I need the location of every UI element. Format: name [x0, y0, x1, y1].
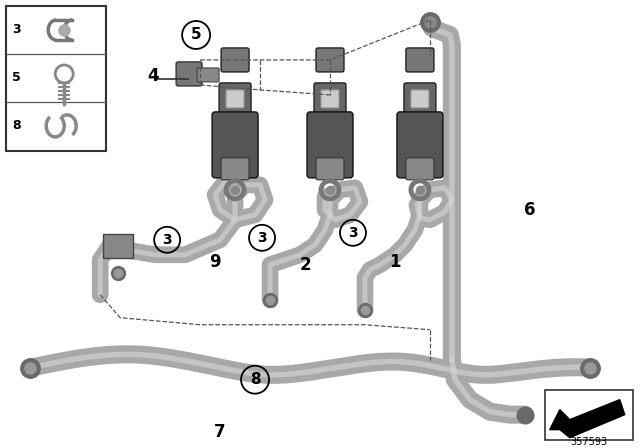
FancyBboxPatch shape: [176, 62, 202, 86]
Text: 9: 9: [209, 253, 221, 271]
Text: 5: 5: [12, 71, 20, 84]
Text: 3: 3: [12, 23, 20, 36]
FancyBboxPatch shape: [316, 48, 344, 72]
Text: 357593: 357593: [570, 437, 607, 447]
Text: 4: 4: [147, 67, 159, 85]
FancyBboxPatch shape: [404, 83, 436, 117]
Text: 3: 3: [163, 233, 172, 247]
FancyBboxPatch shape: [406, 158, 434, 180]
Text: 2: 2: [300, 256, 311, 274]
FancyBboxPatch shape: [411, 90, 429, 108]
Text: 8: 8: [12, 120, 20, 133]
FancyBboxPatch shape: [307, 112, 353, 178]
FancyBboxPatch shape: [314, 83, 346, 117]
FancyBboxPatch shape: [406, 48, 434, 72]
Text: 6: 6: [524, 201, 536, 219]
FancyBboxPatch shape: [103, 234, 133, 258]
FancyBboxPatch shape: [397, 112, 443, 178]
Text: 7: 7: [214, 422, 226, 441]
Polygon shape: [550, 400, 625, 438]
FancyBboxPatch shape: [316, 158, 344, 180]
Text: 3: 3: [348, 226, 358, 240]
Bar: [6, 6, 106, 151]
FancyBboxPatch shape: [219, 83, 251, 117]
FancyBboxPatch shape: [197, 68, 219, 82]
FancyBboxPatch shape: [221, 48, 249, 72]
Text: 3: 3: [257, 231, 267, 245]
Bar: [545, 390, 633, 439]
Text: 1: 1: [389, 253, 401, 271]
Text: 8: 8: [250, 372, 260, 387]
FancyBboxPatch shape: [221, 158, 249, 180]
FancyBboxPatch shape: [226, 90, 244, 108]
Text: 5: 5: [191, 27, 202, 43]
FancyBboxPatch shape: [212, 112, 258, 178]
FancyBboxPatch shape: [321, 90, 339, 108]
